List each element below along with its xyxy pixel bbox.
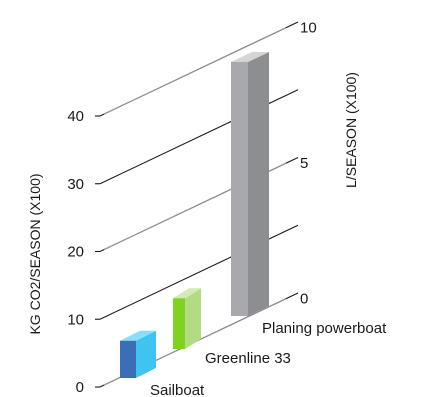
right-tick-label: 5 — [300, 155, 308, 172]
bar-top — [120, 330, 156, 341]
left-tick-label: 40 — [67, 108, 84, 125]
left-tick-label: 30 — [67, 176, 84, 193]
bar-top — [173, 288, 201, 299]
minor-gridline — [103, 27, 287, 115]
bar-side — [185, 288, 201, 349]
right-axis-title: L/SEASON (X100) — [343, 72, 359, 188]
right-tick-label: 0 — [300, 291, 308, 308]
bar-side — [136, 330, 156, 378]
right-tick-label: 10 — [300, 20, 317, 37]
category-label: Planing powerboat — [262, 320, 387, 337]
bar-front — [120, 340, 136, 378]
bar-front — [173, 298, 185, 349]
category-label: Sailboat — [150, 382, 205, 397]
left-tick-label: 0 — [76, 379, 84, 396]
bar-side — [248, 51, 269, 316]
left-tick-label: 20 — [67, 244, 84, 261]
bar-sailboat — [120, 330, 156, 378]
bar-top — [231, 51, 269, 62]
bar-greenline-33 — [173, 288, 201, 349]
category-label: Greenline 33 — [205, 350, 291, 367]
left-axis-title: KG CO2/SEASON (X100) — [27, 173, 43, 334]
bar-planing-powerboat — [231, 51, 269, 316]
bars — [120, 51, 269, 378]
bar-front — [231, 61, 248, 316]
left-tick-label: 10 — [67, 311, 84, 328]
